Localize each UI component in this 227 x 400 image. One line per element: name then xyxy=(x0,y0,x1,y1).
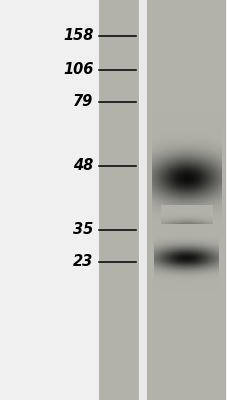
Text: 23: 23 xyxy=(73,254,93,270)
Bar xyxy=(140,0,146,400)
Text: 158: 158 xyxy=(63,28,93,44)
Text: 48: 48 xyxy=(73,158,93,174)
Text: 35: 35 xyxy=(73,222,93,238)
Bar xyxy=(99,0,138,400)
Bar xyxy=(146,0,225,400)
Text: 79: 79 xyxy=(73,94,93,110)
Text: 106: 106 xyxy=(63,62,93,78)
